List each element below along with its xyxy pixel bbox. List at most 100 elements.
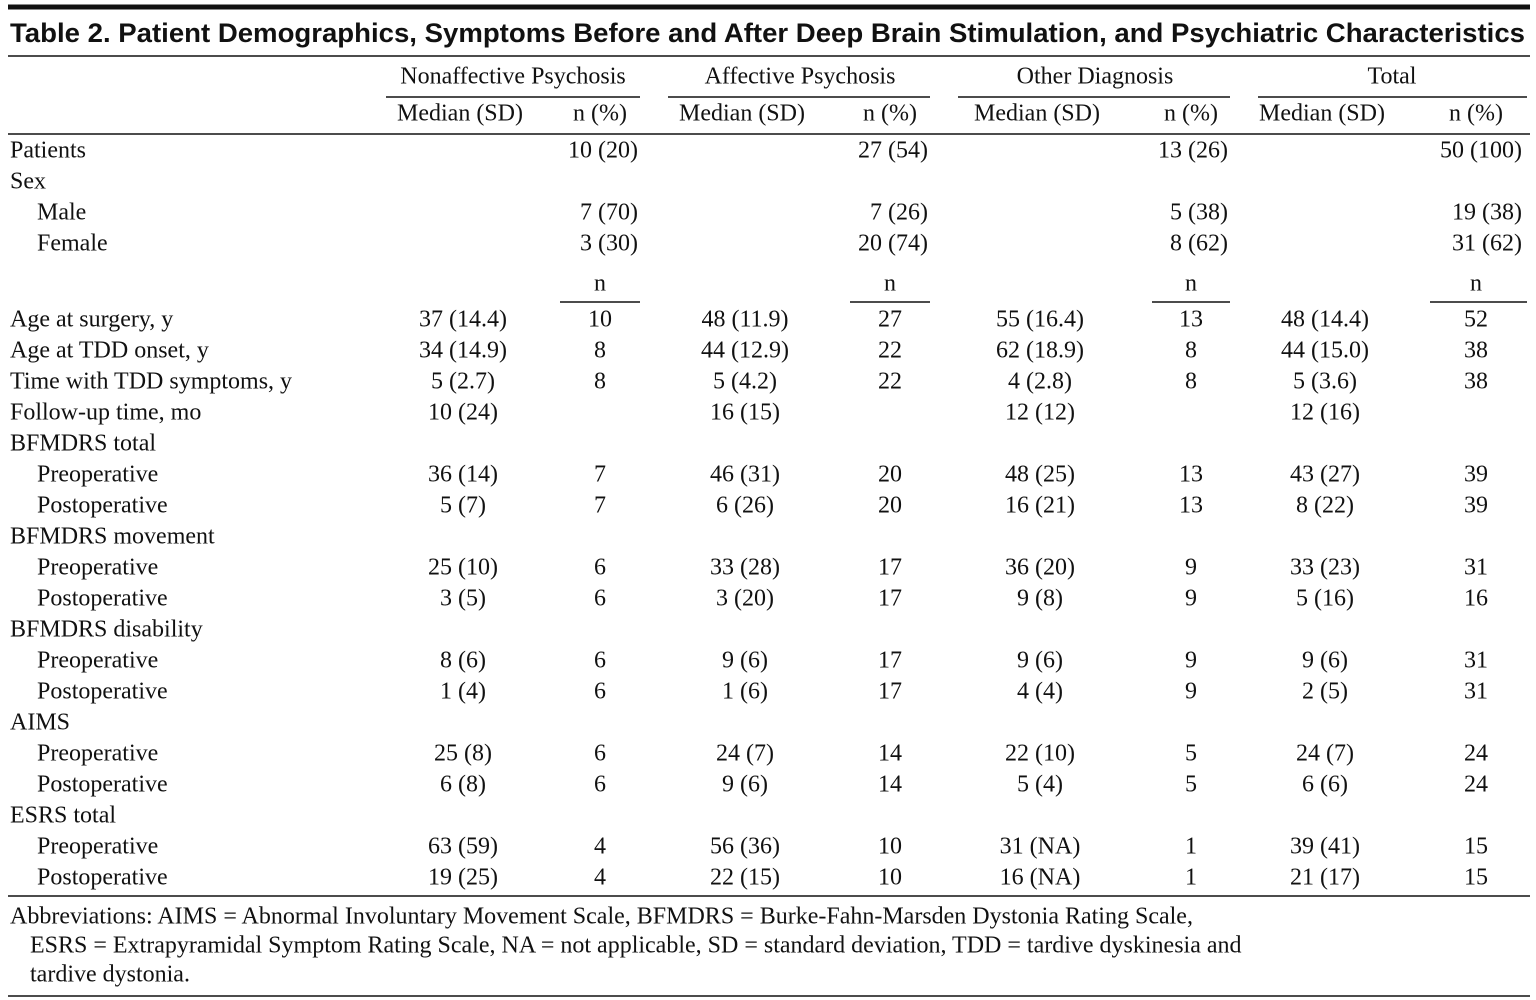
n-cell: 8: [594, 369, 606, 395]
n-cell: 31: [1464, 648, 1488, 674]
median-cell: 44 (15.0): [1281, 338, 1369, 364]
median-cell: 44 (12.9): [701, 338, 789, 364]
n-cell: 10: [878, 865, 902, 891]
n-cell: 13: [1179, 493, 1203, 519]
median-cell: 48 (11.9): [701, 307, 788, 333]
median-cell: 9 (8): [1017, 586, 1063, 612]
median-cell: 5 (16): [1296, 586, 1354, 612]
group-header: Total: [1368, 64, 1417, 90]
median-cell: 31 (NA): [1000, 834, 1081, 860]
n-cell: 20: [878, 493, 902, 519]
n-cell: 6: [594, 586, 606, 612]
median-cell: 6 (8): [440, 772, 486, 798]
n-header: n: [1470, 271, 1482, 297]
median-cell: 22 (10): [1005, 741, 1075, 767]
median-cell: 36 (14): [428, 462, 498, 488]
row-sublabel: Postoperative: [37, 586, 168, 612]
row-label: BFMDRS movement: [10, 524, 215, 550]
median-cell: 6 (6): [1302, 772, 1348, 798]
row-sublabel: Female: [37, 231, 108, 257]
median-cell: 33 (23): [1290, 555, 1360, 581]
n-cell: 17: [878, 648, 902, 674]
median-cell: 8 (6): [440, 648, 486, 674]
n-cell: 9: [1185, 648, 1197, 674]
n-cell: 6: [594, 648, 606, 674]
subheader: n (%): [1449, 101, 1503, 127]
count-cell: 20 (74): [858, 231, 928, 257]
n-cell: 17: [878, 555, 902, 581]
median-cell: 62 (18.9): [996, 338, 1084, 364]
n-cell: 10: [878, 834, 902, 860]
n-cell: 39: [1464, 493, 1488, 519]
median-cell: 37 (14.4): [419, 307, 507, 333]
n-cell: 17: [878, 679, 902, 705]
row-label: ESRS total: [10, 803, 116, 829]
n-cell: 15: [1464, 834, 1488, 860]
n-cell: 8: [594, 338, 606, 364]
median-cell: 4 (2.8): [1008, 369, 1072, 395]
median-cell: 48 (25): [1005, 462, 1075, 488]
median-cell: 9 (6): [722, 648, 768, 674]
count-cell: 10 (20): [568, 138, 638, 164]
row-label: Sex: [10, 169, 46, 195]
median-cell: 9 (6): [1302, 648, 1348, 674]
row-label: BFMDRS total: [10, 431, 156, 457]
median-cell: 16 (15): [710, 400, 780, 426]
n-cell: 6: [594, 772, 606, 798]
row-sublabel: Preoperative: [37, 648, 158, 674]
median-cell: 2 (5): [1302, 679, 1348, 705]
subheader: Median (SD): [974, 101, 1100, 127]
median-cell: 16 (NA): [1000, 865, 1081, 891]
median-cell: 3 (5): [440, 586, 486, 612]
n-cell: 20: [878, 462, 902, 488]
n-cell: 4: [594, 834, 606, 860]
median-cell: 46 (31): [710, 462, 780, 488]
median-cell: 8 (22): [1296, 493, 1354, 519]
median-cell: 3 (20): [716, 586, 774, 612]
count-cell: 7 (26): [870, 200, 928, 226]
n-cell: 15: [1464, 865, 1488, 891]
median-cell: 63 (59): [428, 834, 498, 860]
n-cell: 8: [1185, 369, 1197, 395]
row-label: BFMDRS disability: [10, 617, 203, 643]
row-sublabel: Postoperative: [37, 679, 168, 705]
count-cell: 5 (38): [1170, 200, 1228, 226]
median-cell: 10 (24): [428, 400, 498, 426]
median-cell: 9 (6): [722, 772, 768, 798]
count-cell: 31 (62): [1452, 231, 1522, 257]
n-cell: 6: [594, 555, 606, 581]
row-sublabel: Postoperative: [37, 493, 168, 519]
count-cell: 19 (38): [1452, 200, 1522, 226]
row-label: Time with TDD symptoms, y: [10, 369, 292, 395]
median-cell: 43 (27): [1290, 462, 1360, 488]
n-cell: 5: [1185, 741, 1197, 767]
group-header: Other Diagnosis: [1017, 64, 1174, 90]
n-cell: 1: [1185, 834, 1197, 860]
n-cell: 52: [1464, 307, 1488, 333]
median-cell: 48 (14.4): [1281, 307, 1369, 333]
median-cell: 16 (21): [1005, 493, 1075, 519]
n-cell: 16: [1464, 586, 1488, 612]
median-cell: 24 (7): [716, 741, 774, 767]
n-cell: 13: [1179, 462, 1203, 488]
n-cell: 5: [1185, 772, 1197, 798]
footnote: ESRS = Extrapyramidal Symptom Rating Sca…: [30, 933, 1242, 959]
footnote: tardive dystonia.: [30, 962, 190, 988]
median-cell: 19 (25): [428, 865, 498, 891]
row-sublabel: Preoperative: [37, 834, 158, 860]
table-title: Table 2. Patient Demographics, Symptoms …: [10, 18, 1525, 48]
n-cell: 31: [1464, 679, 1488, 705]
row-sublabel: Preoperative: [37, 741, 158, 767]
n-cell: 6: [594, 741, 606, 767]
n-cell: 24: [1464, 772, 1488, 798]
median-cell: 9 (6): [1017, 648, 1063, 674]
count-cell: 8 (62): [1170, 231, 1228, 257]
count-cell: 27 (54): [858, 138, 928, 164]
n-cell: 9: [1185, 586, 1197, 612]
n-header: n: [884, 271, 896, 297]
n-header: n: [1185, 271, 1197, 297]
median-cell: 12 (12): [1005, 400, 1075, 426]
n-cell: 14: [878, 772, 902, 798]
subheader: n (%): [863, 101, 917, 127]
